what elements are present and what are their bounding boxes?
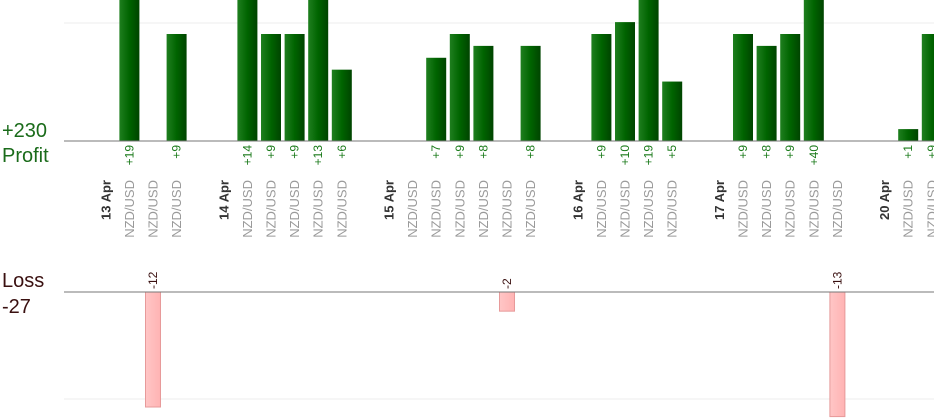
pair-label: NZD/USD [311,180,326,238]
loss-bar [145,291,161,408]
profit-value-label: +9 [736,145,750,159]
pair-label: NZD/USD [759,180,774,238]
pair-label: NZD/USD [452,180,467,238]
profit-value-label: +6 [335,145,349,159]
pair-label: NZD/USD [736,180,751,238]
profit-value-label: +14 [240,145,254,166]
profit-bar [449,34,470,141]
loss-bar [499,291,515,312]
profit-bar [662,81,683,141]
loss-value-label: -2 [500,278,514,289]
pair-label: NZD/USD [806,180,821,238]
profit-axis-label: Profit [2,145,49,167]
profit-bar [638,0,659,141]
profit-bar [898,129,919,141]
profit-value-label: +9 [453,145,467,159]
profit-bar [426,57,447,141]
profit-bar [331,69,352,141]
pair-label: NZD/USD [169,180,184,238]
pair-label: NZD/USD [476,180,491,238]
date-label: 20 Apr [877,180,892,220]
profit-value-label: +5 [665,145,679,159]
profit-value-label: +40 [807,145,821,166]
profit-bar [166,34,187,141]
date-label: 14 Apr [216,180,231,220]
pair-label: NZD/USD [405,180,420,238]
profit-value-label: +19 [642,145,656,166]
pair-label: NZD/USD [783,180,798,238]
profit-bar [473,45,494,142]
pair-label: NZD/USD [618,180,633,238]
profit-value-label: +9 [783,145,797,159]
pair-label: NZD/USD [500,180,515,238]
profit-value-label: +9 [170,145,184,159]
profit-value-label: +7 [429,145,443,159]
pair-label: NZD/USD [334,180,349,238]
loss-value-label: -12 [146,271,160,289]
pair-label: NZD/USD [665,180,680,238]
profit-value-label: +8 [476,145,490,159]
profit-bar [733,34,753,141]
pair-label: NZD/USD [594,180,609,238]
pair-label: NZD/USD [287,180,302,238]
pair-label: NZD/USD [641,180,656,238]
profit-value-label: +8 [760,145,774,159]
profit-bar [284,34,305,141]
date-label: 17 Apr [712,180,727,220]
date-label: 13 Apr [98,180,113,220]
profit-bar [119,0,140,141]
profit-value-label: +9 [925,145,934,159]
loss-value-label: -13 [830,271,844,289]
profit-value-label: +9 [264,145,278,159]
profit-value-label: +1 [901,145,915,159]
pair-label: NZD/USD [523,180,538,238]
profit-value-label: +9 [594,145,608,159]
profit-bar [803,0,824,141]
pair-label: NZD/USD [146,180,161,238]
loss-bar [829,291,846,418]
pair-label: NZD/USD [429,180,444,238]
profit-bar [780,34,801,141]
profit-value-label: +13 [311,145,325,166]
loss-axis-label: Loss [2,270,45,292]
profit-bar [591,34,612,141]
profit-value-label: +19 [122,145,136,166]
pair-label: NZD/USD [240,180,255,238]
date-label: 16 Apr [570,180,585,220]
loss-total: -27 [2,296,31,318]
pair-label: NZD/USD [924,180,934,238]
profit-bar [921,34,934,141]
pair-label: NZD/USD [264,180,279,238]
profit-bar [261,34,281,141]
profit-value-label: +10 [618,145,632,166]
profit-value-label: +8 [524,145,538,159]
pair-label: NZD/USD [901,180,916,238]
pair-label: NZD/USD [122,180,137,238]
profit-value-label: +9 [288,145,302,159]
date-label: 15 Apr [382,180,397,220]
profit-bar [520,45,541,142]
profit-total: +230 [2,120,48,142]
profit-bar [615,22,635,141]
pair-label: NZD/USD [830,180,845,238]
profit-bar [308,0,329,142]
profit-bar [237,0,258,141]
profit-bar [756,45,777,142]
